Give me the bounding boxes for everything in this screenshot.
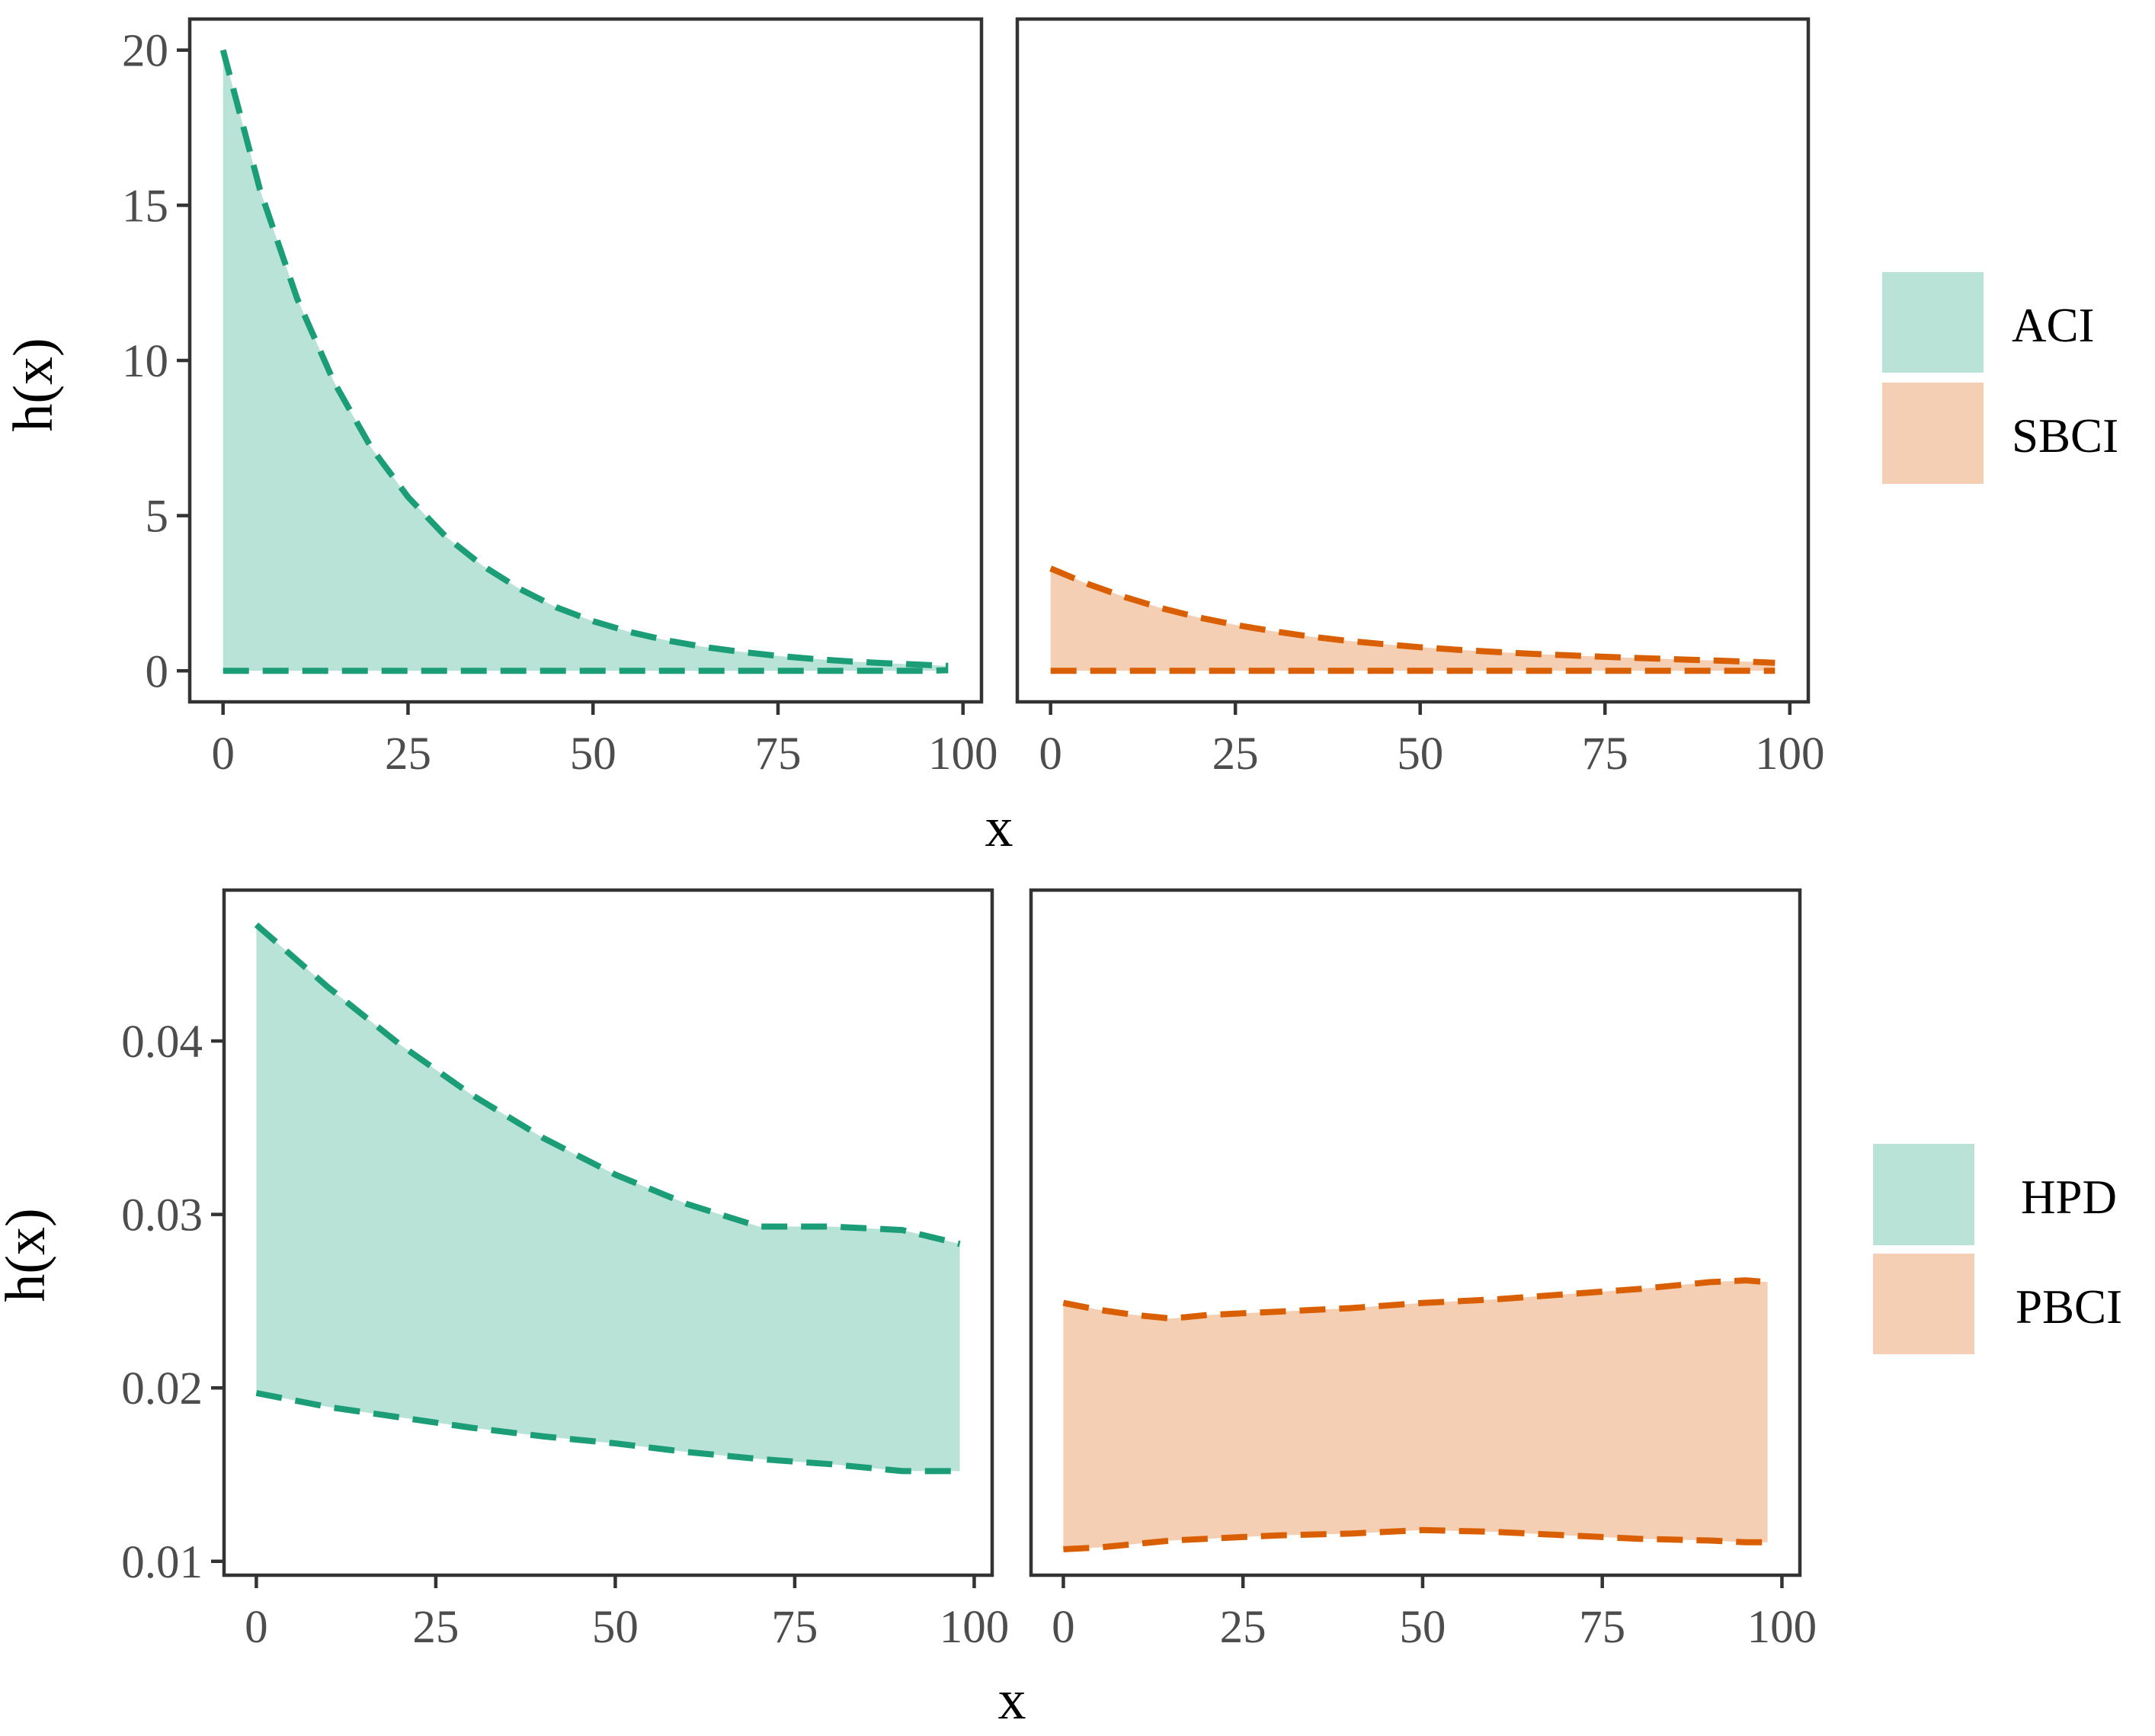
panel-border	[1029, 888, 1802, 1577]
legend-key-aci	[1882, 272, 1984, 373]
band-fill-hpd	[256, 924, 960, 1472]
x-tick-label: 25	[412, 1602, 459, 1653]
panel-bottom-right: 0 25 50 75 100	[1029, 888, 1817, 1653]
y-tick-label: 0	[146, 646, 169, 697]
y-tick-label: 0.01	[121, 1537, 203, 1588]
upper-bound-line-pbci	[1062, 1277, 1768, 1322]
x-tick-label: 75	[1579, 1602, 1625, 1653]
y-tick-label: 0.03	[121, 1190, 203, 1241]
x-tick-label: 75	[1582, 729, 1628, 780]
band-fill-pbci	[1063, 1280, 1768, 1549]
x-tick-label: 100	[1755, 729, 1825, 780]
panel-top-right: 0 25 50 75 100	[1015, 17, 1825, 780]
row1-xlabel: x	[985, 796, 1013, 859]
y-tick-label: 5	[146, 492, 169, 543]
panel-top-left: 0 25 50 75 100 0 5 10 15 20	[122, 17, 998, 780]
x-tick-label: 50	[1399, 1602, 1446, 1653]
legend-label-pbci: PBCI	[2016, 1280, 2122, 1334]
panel-border	[222, 888, 994, 1577]
row2-legend: HPD PBCI	[1873, 1144, 2122, 1354]
x-tick-label: 25	[1220, 1602, 1266, 1653]
row2-ylabel: h(x)	[0, 1208, 57, 1302]
legend-label-hpd: HPD	[2021, 1171, 2117, 1224]
lower-bound-line-pbci	[1063, 1526, 1768, 1552]
x-tick-label: 0	[1052, 1602, 1075, 1653]
x-tick-label: 100	[928, 729, 998, 780]
x-tick-label: 25	[385, 729, 431, 780]
y-tick-label: 0.04	[121, 1017, 203, 1068]
upper-bound-line-aci	[219, 49, 949, 669]
x-tick-label: 50	[1397, 729, 1443, 780]
band-fill-sbci	[1050, 568, 1776, 671]
legend-label-sbci: SBCI	[2012, 409, 2118, 463]
row1-ylabel: h(x)	[2, 338, 65, 431]
x-tick-label: 0	[211, 729, 235, 780]
upper-bound-line-sbci	[1049, 565, 1776, 666]
x-tick-label: 0	[1039, 729, 1062, 780]
legend-key-pbci	[1873, 1254, 1974, 1354]
x-tick-label: 75	[771, 1602, 818, 1653]
panel-bottom-left: 0 25 50 75 100 0.01 0.02 0.03 0.04	[121, 888, 1010, 1653]
band-fill-aci	[223, 50, 949, 671]
y-tick-label: 15	[122, 181, 168, 232]
x-tick-label: 25	[1212, 729, 1259, 780]
x-tick-label: 75	[754, 729, 801, 780]
x-tick-label: 100	[940, 1602, 1010, 1653]
legend-key-hpd	[1873, 1144, 1974, 1245]
lower-bound-line-hpd	[255, 1390, 960, 1475]
x-tick-label: 100	[1747, 1602, 1817, 1653]
legend-label-aci: ACI	[2012, 299, 2095, 352]
legend-key-sbci	[1882, 383, 1984, 484]
upper-bound-line-hpd	[254, 922, 961, 1248]
row1-legend: ACI SBCI	[1882, 272, 2118, 484]
panel-border	[1015, 17, 1811, 704]
y-tick-label: 10	[122, 336, 168, 387]
y-tick-label: 0.02	[121, 1363, 203, 1414]
x-tick-label: 50	[570, 729, 616, 780]
x-tick-label: 50	[592, 1602, 639, 1653]
row2-xlabel: x	[998, 1669, 1026, 1731]
y-tick-label: 20	[122, 26, 168, 77]
x-tick-label: 0	[245, 1602, 268, 1653]
